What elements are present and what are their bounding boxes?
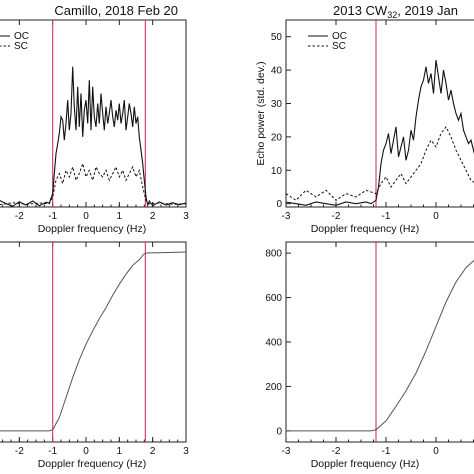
y-tick-label: 10 <box>271 166 283 177</box>
series-line-oc <box>0 66 186 207</box>
x-axis-label: Doppler frequency (Hz) <box>311 458 420 470</box>
y-tick-label: 50 <box>271 32 283 43</box>
plot-frame <box>285 241 474 443</box>
x-axis-label: Doppler frequency (Hz) <box>38 458 147 470</box>
x-tick-label: 1 <box>117 211 123 222</box>
x-tick-label: 0 <box>433 446 439 457</box>
y-tick-label: 30 <box>271 99 283 110</box>
y-tick-label: 20 <box>271 132 283 143</box>
y-tick-label: 0 <box>276 426 282 437</box>
plot-frame <box>285 19 474 208</box>
legend-label: OC <box>332 31 347 42</box>
y-tick-label: 600 <box>265 293 282 304</box>
panel-cw32-spectrum: -3-2-10101020304050Doppler frequency (Hz… <box>255 3 474 235</box>
x-tick-label: 2 <box>150 446 156 457</box>
x-tick-label: -2 <box>15 446 24 457</box>
x-tick-label: 0 <box>83 446 89 457</box>
y-tick-label: 800 <box>265 249 282 260</box>
x-tick-label: -3 <box>282 446 291 457</box>
x-tick-label: -3 <box>282 211 291 222</box>
series-line-sc <box>286 125 474 201</box>
y-tick-label: 200 <box>265 382 282 393</box>
legend-label: SC <box>332 41 346 52</box>
x-tick-label: -1 <box>48 211 57 222</box>
x-tick-label: 2 <box>150 211 156 222</box>
x-tick-label: 3 <box>183 211 189 222</box>
panel-camillo-cumulative: -2 -1 0 1 2 3 Doppler frequency (Hz) <box>0 241 189 470</box>
panel-title-rest: , 2019 Jan <box>397 3 458 18</box>
x-tick-label: 0 <box>83 211 89 222</box>
panel-camillo-spectrum: -2 -1 0 1 2 3 Doppler frequency (Hz) Camillo, 2… <box>0 3 189 235</box>
series-line-cumulative <box>286 259 474 432</box>
x-tick-label: -2 <box>332 446 341 457</box>
x-tick-label: 0 <box>433 211 439 222</box>
y-tick-label: 40 <box>271 66 283 77</box>
panel-cw32-cumulative: -3-2-1010200400600800Doppler frequency (… <box>265 241 474 470</box>
series-line-cumulative <box>0 251 186 432</box>
x-axis-label: Doppler frequency (Hz) <box>311 223 420 235</box>
series-line-oc <box>286 60 474 206</box>
x-axis-label: Doppler frequency (Hz) <box>38 223 147 235</box>
x-tick-label: -2 <box>332 211 341 222</box>
x-tick-label: -1 <box>382 446 391 457</box>
x-tick-label: -2 <box>15 211 24 222</box>
panel-title: Camillo, 2018 Feb 20 <box>54 3 178 18</box>
legend-label: OC <box>14 31 29 42</box>
x-tick-label: 1 <box>117 446 123 457</box>
y-axis-label: Echo power (std. dev.) <box>255 61 267 165</box>
series-line-sc <box>0 161 186 206</box>
x-tick-label: 3 <box>183 446 189 457</box>
panel-title-subscript: 32 <box>387 10 397 20</box>
x-tick-label: -1 <box>48 446 57 457</box>
panel-title: 2013 CW32, 2019 Jan <box>333 3 458 20</box>
plot-frame <box>0 241 187 443</box>
y-tick-label: 0 <box>276 199 282 210</box>
x-tick-label: -1 <box>382 211 391 222</box>
y-tick-label: 400 <box>265 338 282 349</box>
legend-label: SC <box>14 41 28 52</box>
